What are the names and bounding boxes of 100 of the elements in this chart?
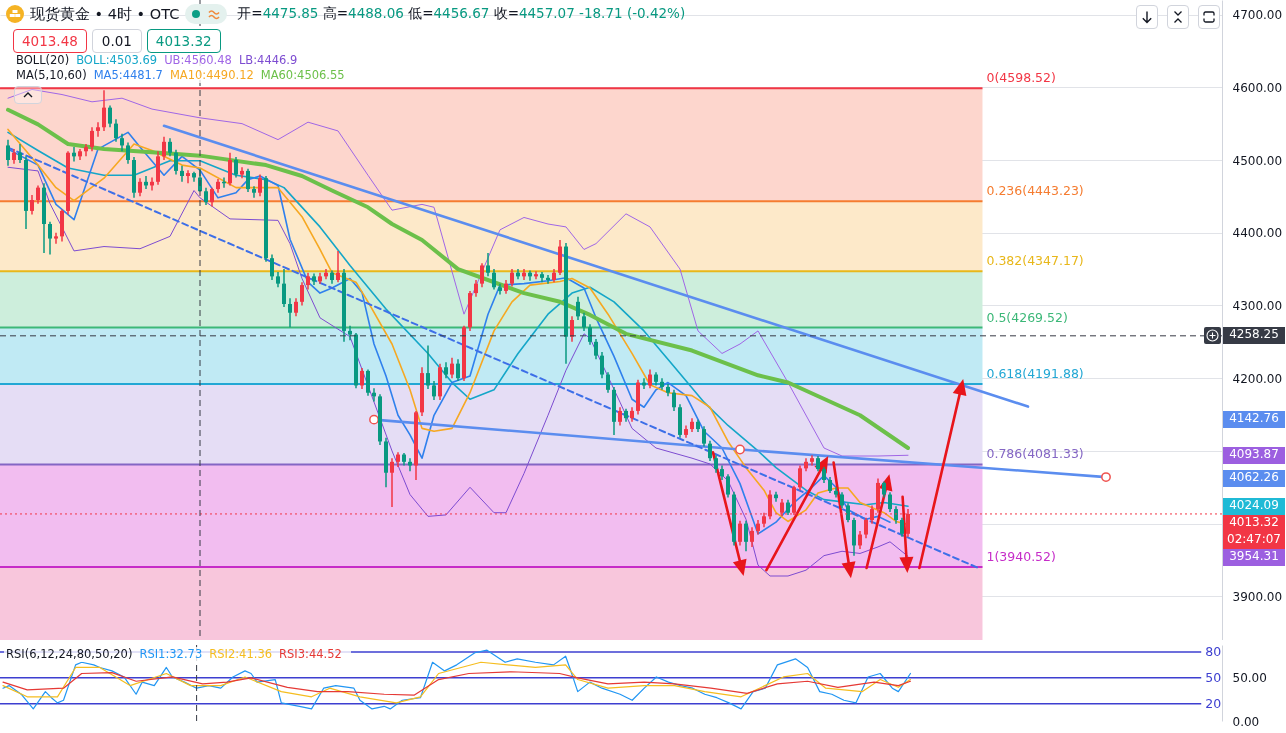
text: 3954.31 [1223, 549, 1285, 566]
candlestick [30, 194, 34, 216]
candlestick [126, 141, 130, 165]
candlestick [606, 371, 610, 394]
candlestick [174, 149, 178, 176]
text: 4093.87 [1223, 447, 1285, 464]
candlestick [300, 281, 304, 307]
candlestick [138, 177, 142, 198]
text: UB:4560.48 [164, 53, 232, 67]
candlestick [708, 439, 712, 462]
candlestick [108, 104, 112, 129]
ref-line-label: 20 [1205, 695, 1222, 711]
candlestick [486, 252, 490, 278]
left-price-field: 4013.48 [13, 29, 87, 53]
text: MA10:4490.12 [169, 68, 254, 82]
candlestick [450, 357, 454, 379]
candlestick [390, 457, 394, 508]
ref-line-label: 0.236(4443.23) [986, 183, 1084, 199]
ref-line-label: 4258.25 [1223, 327, 1285, 345]
candlestick [744, 519, 748, 553]
text: 4024.09 [1223, 498, 1285, 515]
y-tick-label: 4200.00 [1232, 371, 1283, 386]
ref-line-label: 0.618(4191.88) [986, 366, 1084, 382]
candlestick [18, 143, 22, 164]
text: RSI3:44.52 [279, 647, 342, 661]
quantity-field: 0.01 [91, 29, 142, 53]
candlestick [54, 231, 58, 245]
candlestick [750, 526, 754, 548]
candlestick [846, 502, 850, 523]
candlestick [234, 156, 238, 179]
line-series [2, 671, 912, 696]
ref-line-label: 0.382(4347.17) [986, 253, 1084, 269]
text: 02:47:07 [1223, 532, 1285, 549]
y-tick-label: 4600.00 [1232, 80, 1283, 95]
candlestick [726, 473, 730, 499]
candlestick [600, 351, 604, 379]
candlestick [888, 491, 892, 513]
candlestick [186, 169, 190, 185]
candlestick [246, 167, 250, 193]
text: 开=4475.85 高=4488.06 低=4456.67 收=4457.07 -18.71 (-0.42%) [237, 5, 686, 21]
candlestick [270, 253, 274, 281]
annotation: MA(5,10,60) [16, 68, 87, 82]
candlestick [252, 185, 256, 199]
right-price-field: 4013.32 [146, 29, 221, 53]
candlestick [618, 406, 622, 427]
candlestick [900, 517, 904, 538]
candlestick [90, 126, 94, 153]
text: MA60:4506.55 [260, 68, 345, 82]
candlestick [336, 250, 340, 283]
y-tick-label: 4500.00 [1232, 153, 1283, 168]
candlestick [582, 311, 586, 332]
ref-line-label: 80 [1205, 643, 1222, 659]
y-tick-label: 4300.00 [1232, 298, 1283, 313]
candlestick [426, 344, 430, 390]
candlestick [798, 464, 802, 491]
candlestick [366, 368, 370, 397]
ref-line-label: 0.5(4269.52) [986, 309, 1068, 325]
text: LB:4446.9 [238, 53, 298, 67]
ref-line-label: 0.786(4081.33) [986, 446, 1084, 462]
series-label: RSI1:32.73 [139, 647, 203, 661]
ref-line-label: 0(4598.52) [986, 70, 1056, 86]
candlestick [456, 358, 460, 382]
candlestick [480, 262, 484, 289]
ref-line-label: 4013.32 [1223, 515, 1285, 532]
candlestick [360, 367, 364, 390]
candlestick [672, 389, 676, 412]
candlestick [168, 137, 172, 158]
candlestick [864, 517, 868, 539]
candlestick [294, 297, 298, 318]
candlestick [702, 425, 706, 448]
candlestick [96, 121, 100, 138]
text: RSI2:41.36 [209, 647, 273, 661]
candlestick [282, 268, 286, 308]
line-series [2, 649, 912, 710]
candlestick [258, 173, 262, 198]
candlestick [576, 295, 580, 321]
candlestick [210, 186, 214, 208]
candlestick [570, 315, 574, 343]
y-tick-label: 4700.00 [1232, 8, 1283, 23]
text: MA5:4481.7 [93, 68, 163, 82]
ref-line-label: 1(3940.52) [986, 548, 1056, 564]
text: 4142.76 [1223, 411, 1285, 428]
candlestick [648, 368, 652, 390]
candlestick [738, 519, 742, 547]
candlestick [228, 151, 232, 187]
candlestick [594, 338, 598, 361]
y-tick-label: 3900.00 [1232, 589, 1283, 604]
candlestick [36, 184, 40, 205]
text: BOLL:4503.69 [76, 53, 158, 67]
candlestick [492, 268, 496, 291]
chart-title: 现货黄金 • 4时 • OTC [30, 4, 180, 24]
candlestick [180, 165, 184, 183]
candlestick [114, 118, 118, 143]
ref-line-label: 50 [1205, 669, 1222, 685]
candlestick [858, 530, 862, 550]
y-tick-label: 4400.00 [1232, 226, 1283, 241]
y-tick-label: 0.00 [1232, 714, 1260, 729]
text: 4062.26 [1223, 470, 1285, 487]
y-tick-label: 50.00 [1232, 671, 1267, 686]
candlestick [6, 138, 10, 167]
